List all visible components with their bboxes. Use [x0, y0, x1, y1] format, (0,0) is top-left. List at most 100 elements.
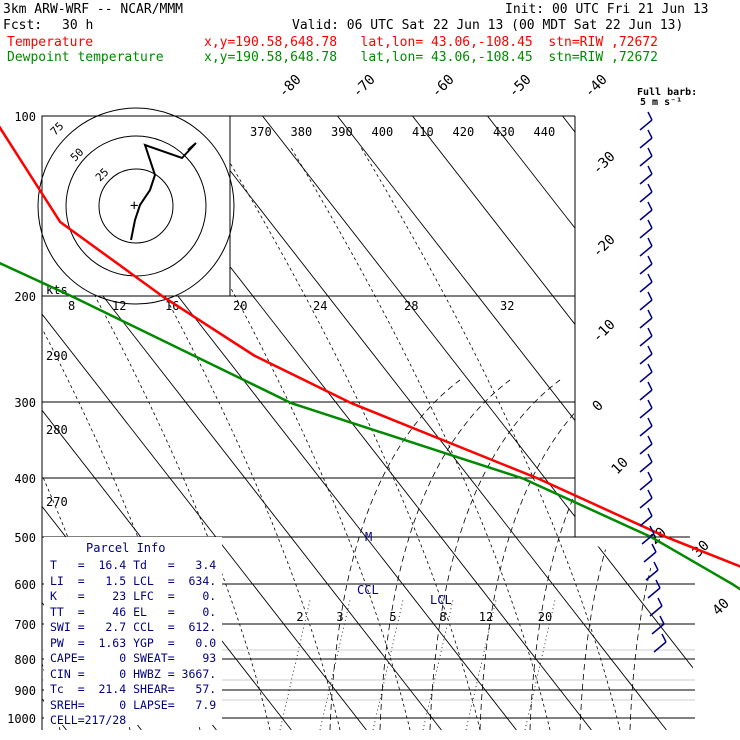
- hodograph-speed-label: 32: [500, 299, 514, 313]
- moist-adiabat: [629, 379, 695, 730]
- dry-adiabat: [219, 145, 481, 730]
- temperature-legend-label: Temperature: [7, 35, 94, 50]
- temperature-tick-label: -50: [506, 72, 535, 101]
- wind-barb: [639, 335, 653, 347]
- wind-barb: [639, 515, 653, 527]
- isotherm-line: [712, 116, 740, 730]
- hodograph-speed-label: 8: [68, 299, 75, 313]
- parcel-row-tc: Tc = 21.4 SHEAR= 57.: [50, 682, 217, 696]
- wind-barb-flag: [647, 381, 653, 391]
- wind-barb-flag: [647, 453, 653, 463]
- mixing-ratio-line: [372, 599, 404, 731]
- wind-barb-flag: [651, 543, 657, 553]
- wind-barb: [639, 443, 653, 455]
- lcl-annotation: LCL: [430, 593, 452, 607]
- wind-barb: [639, 371, 653, 383]
- wind-barb: [639, 245, 653, 257]
- theta-tick-label: 370: [250, 125, 272, 139]
- wind-barb: [641, 533, 655, 545]
- mixing-ratio-label: 20: [538, 610, 552, 624]
- forecast-hour: 30 h: [62, 18, 94, 33]
- wind-barb-flag: [649, 525, 655, 535]
- wind-barb-flag: [647, 183, 653, 193]
- left-theta-label: 280: [46, 423, 68, 437]
- temperature-tick-label: -70: [350, 72, 379, 101]
- wind-barb-flag: [647, 273, 653, 283]
- moist-adiabat: [479, 379, 611, 730]
- temperature-profile-line: [0, 125, 740, 568]
- temperature-tick-label: -60: [429, 72, 458, 101]
- barb-legend-title: Full barb:: [637, 87, 697, 98]
- pressure-tick-label: 800: [14, 653, 36, 667]
- hodograph-speed-label: 28: [404, 299, 418, 313]
- wind-barb: [651, 623, 665, 635]
- wind-barb: [639, 155, 653, 167]
- mixing-ratio-label: 12: [479, 610, 493, 624]
- parcel-row-cell: CELL=217/28: [50, 713, 127, 727]
- valid-time: Valid: 06 UTC Sat 22 Jun 13 (00 MDT Sat …: [292, 18, 684, 33]
- temperature-tick-label: -20: [590, 232, 619, 261]
- barb-legend-units: 5 m s⁻¹: [640, 97, 682, 108]
- wind-barb-flag: [647, 309, 653, 319]
- wind-barb-flag: [647, 129, 653, 139]
- parcel-row-cape: CAPE= 0 SWEAT= 93: [50, 651, 217, 665]
- wind-barb-flag: [647, 489, 653, 499]
- theta-tick-label: 400: [372, 125, 394, 139]
- hodograph-frame: [41, 115, 231, 297]
- isotherm-line: [262, 116, 695, 730]
- temperature-tick-label: -30: [590, 149, 619, 178]
- parcel-row-li: LI = 1.5 LCL = 634.: [50, 573, 217, 588]
- parcel-row-pw: PW = 1.63 YGP = 0.0: [50, 635, 217, 650]
- wind-barb-flag: [647, 291, 653, 301]
- parcel-row-swi: SWI = 2.7 CCL = 612.: [50, 620, 217, 634]
- isotherm-line: [412, 116, 695, 730]
- wind-barb: [639, 137, 653, 149]
- pressure-tick-label: 400: [14, 472, 36, 486]
- wind-barb-flag: [653, 561, 659, 571]
- wind-barb: [639, 317, 653, 329]
- wind-barb-flag: [647, 237, 653, 247]
- theta-tick-label: 410: [412, 125, 434, 139]
- dry-adiabat: [289, 145, 551, 730]
- theta-tick-label: 430: [493, 125, 515, 139]
- wind-barb-flag: [657, 597, 663, 607]
- wind-barb-flag: [661, 633, 667, 643]
- mixing-ratio-label: 3: [336, 610, 343, 624]
- pressure-tick-label: 300: [14, 396, 36, 410]
- left-theta-label: 270: [46, 495, 68, 509]
- wind-barb: [647, 587, 661, 599]
- forecast-label: Fcst:: [3, 18, 43, 33]
- moist-adiabat: [379, 379, 511, 730]
- mixing-ratio-label: 5: [389, 610, 396, 624]
- mixing-ratio-label: 8: [439, 610, 446, 624]
- temperature-tick-label: 0: [590, 398, 607, 415]
- dewpoint-location: x,y=190.58,648.78 lat,lon= 43.06,-108.45…: [204, 50, 658, 65]
- isotherm-line: [42, 116, 367, 730]
- wind-barb: [639, 497, 653, 509]
- wind-barb-flag: [647, 435, 653, 445]
- wind-barb-flag: [647, 363, 653, 373]
- hodograph-speed-label: 12: [112, 299, 126, 313]
- wind-barb: [639, 407, 653, 419]
- ccl-annotation: CCL: [357, 583, 379, 597]
- wind-barb-flag: [647, 471, 653, 481]
- temperature-tick-label: -40: [582, 72, 611, 101]
- wind-barb: [649, 605, 663, 617]
- wind-barb: [639, 479, 653, 491]
- isotherm-line: [637, 116, 695, 730]
- moist-adiabat: [429, 379, 561, 730]
- wind-barb-flag: [647, 219, 653, 229]
- parcel-row-cin: CIN = 0 HWBZ = 3667.: [50, 666, 217, 681]
- wind-barb-flag: [647, 201, 653, 211]
- init-time: Init: 00 UTC Fri 21 Jun 13: [505, 2, 709, 17]
- pressure-tick-label: 200: [14, 290, 36, 304]
- wind-barb: [639, 425, 653, 437]
- wind-barb-flag: [647, 507, 653, 517]
- isotherm-line: [187, 116, 667, 730]
- wind-barb: [639, 461, 653, 473]
- wind-barb: [639, 389, 653, 401]
- moist-adiabat: [329, 379, 461, 730]
- parcel-row-tt: TT = 46 EL = 0.: [50, 604, 217, 619]
- pressure-tick-label: 500: [14, 531, 36, 545]
- moist-adiabat: [529, 379, 661, 730]
